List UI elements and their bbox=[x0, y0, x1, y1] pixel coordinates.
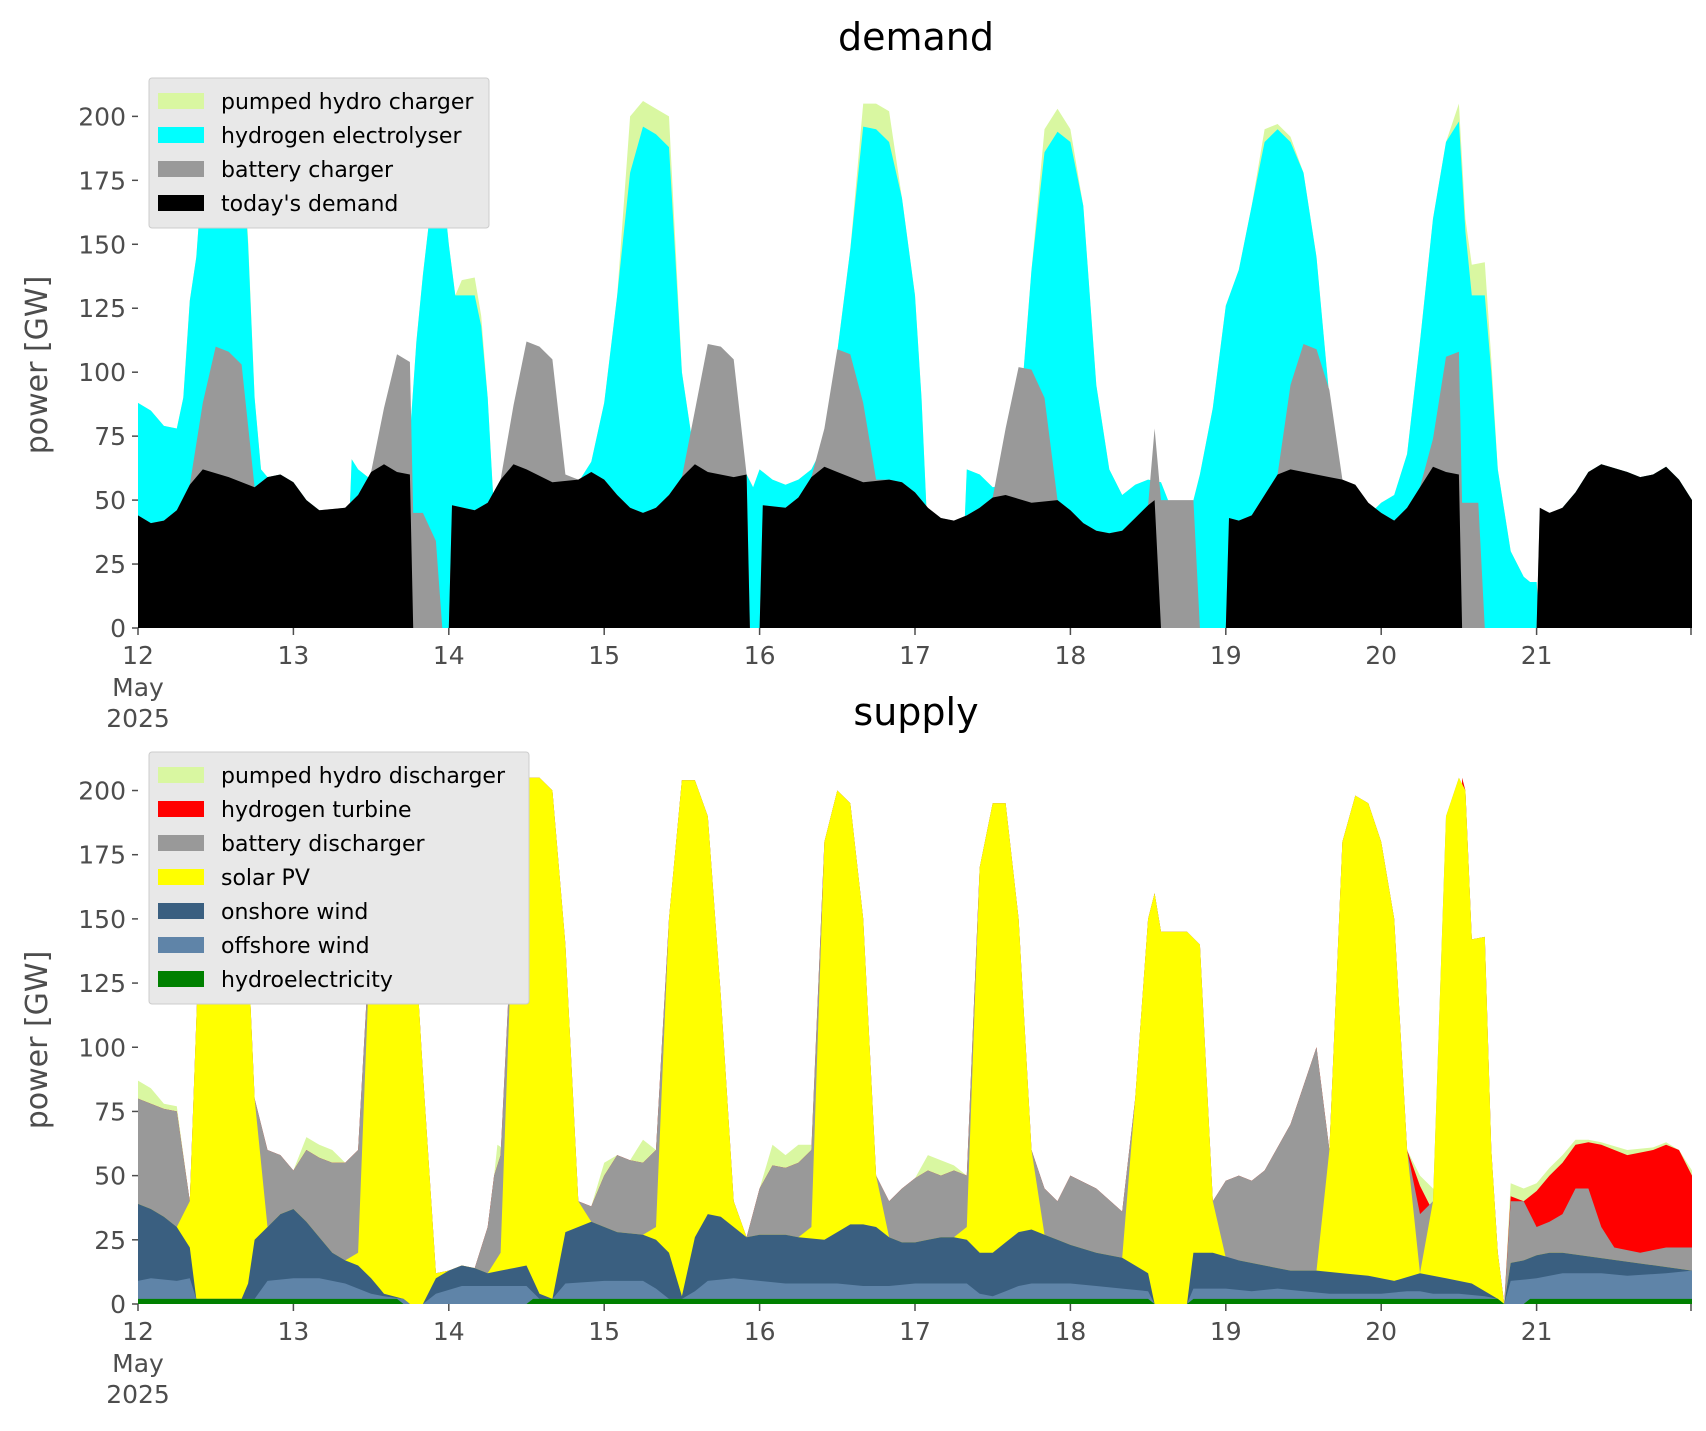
supply-y-tick-label: 50 bbox=[94, 1162, 126, 1191]
supply-y-tick-label: 100 bbox=[78, 1033, 126, 1062]
demand-y-tick-label: 75 bbox=[94, 422, 126, 451]
supply-x-tick-label: 20 bbox=[1365, 1317, 1397, 1346]
supply-y-axis-label: power [GW] bbox=[20, 951, 55, 1130]
demand-x-tick-label: 19 bbox=[1210, 641, 1242, 670]
supply-y-tick-label: 25 bbox=[94, 1226, 126, 1255]
demand-x-tick-label: 20 bbox=[1365, 641, 1397, 670]
demand-y-tick-label: 175 bbox=[78, 166, 126, 195]
supply-legend-swatch-battery-discharger bbox=[158, 835, 204, 851]
demand-legend: pumped hydro charger hydrogen electrolyse… bbox=[148, 77, 490, 229]
demand-x-tick-sublabel: 2025 bbox=[106, 704, 170, 733]
demand-x-tick-label: 16 bbox=[744, 641, 776, 670]
demand-y-tick-label: 150 bbox=[78, 230, 126, 259]
supply-legend-label-offshore-wind: offshore wind bbox=[221, 934, 370, 959]
demand-legend-label-battery-charger: battery charger bbox=[221, 158, 394, 183]
demand-y-tick-label: 0 bbox=[110, 614, 126, 643]
supply-legend-swatch-solar-pv bbox=[158, 869, 204, 885]
supply-legend-label-solar-pv: solar PV bbox=[221, 866, 310, 891]
supply-y-tick-label: 0 bbox=[110, 1290, 126, 1319]
demand-y-axis-label: power [GW] bbox=[20, 276, 55, 455]
supply-area-hydroelectricity bbox=[138, 1298, 1692, 1304]
demand-panel: demand power [GW] 0 25 50 75 100 125 150 175 200… bbox=[20, 15, 1692, 733]
supply-legend-label-hydroelectricity: hydroelectricity bbox=[221, 968, 393, 993]
supply-y-tick-label: 75 bbox=[94, 1097, 126, 1126]
demand-x-tick-label: 15 bbox=[588, 641, 620, 670]
supply-x-tick-label: 21 bbox=[1521, 1317, 1553, 1346]
supply-legend-swatch-hydroelectricity bbox=[158, 971, 204, 987]
demand-legend-swatch-hydrogen-electrolyser bbox=[158, 127, 204, 143]
supply-x-tick-label: 15 bbox=[588, 1317, 620, 1346]
supply-x-tick-label: 19 bbox=[1210, 1317, 1242, 1346]
demand-x-tick-label: 21 bbox=[1521, 641, 1553, 670]
supply-legend-label-hydrogen-turbine: hydrogen turbine bbox=[221, 798, 412, 823]
supply-legend-label-onshore-wind: onshore wind bbox=[221, 900, 368, 925]
demand-legend-label-hydrogen-electrolyser: hydrogen electrolyser bbox=[221, 124, 462, 149]
supply-legend-swatch-offshore-wind bbox=[158, 937, 204, 953]
supply-x-tick-label: 16 bbox=[744, 1317, 776, 1346]
demand-title: demand bbox=[838, 15, 994, 59]
supply-y-tick-label: 125 bbox=[78, 969, 126, 998]
supply-y-tick-label: 175 bbox=[78, 841, 126, 870]
demand-y-tick-label: 50 bbox=[94, 486, 126, 515]
demand-legend-swatch-pumped-hydro-charger bbox=[158, 93, 204, 109]
demand-legend-label-today-s-demand: today's demand bbox=[221, 192, 398, 217]
supply-x-tick-label: 12 bbox=[122, 1317, 154, 1346]
supply-area-offshore-wind bbox=[138, 1270, 1692, 1304]
demand-y-tick-label: 200 bbox=[78, 102, 126, 131]
demand-area-today-s-demand bbox=[138, 464, 1692, 628]
demand-legend-swatch-battery-charger bbox=[158, 161, 204, 177]
demand-x-tick-label: 17 bbox=[899, 641, 931, 670]
demand-x-tick-sublabel: May bbox=[112, 673, 164, 702]
demand-x-tick-label: 13 bbox=[277, 641, 309, 670]
demand-legend-swatch-today-s-demand bbox=[158, 195, 204, 211]
supply-legend: pumped hydro discharger hydrogen turbine b… bbox=[148, 751, 530, 1005]
supply-x-tick-sublabel: May bbox=[112, 1349, 164, 1378]
demand-y-tick-label: 100 bbox=[78, 358, 126, 387]
supply-x-tick-label: 17 bbox=[899, 1317, 931, 1346]
demand-legend-box bbox=[148, 77, 490, 229]
demand-y-tick-label: 25 bbox=[94, 550, 126, 579]
supply-x-tick-label: 13 bbox=[277, 1317, 309, 1346]
supply-legend-swatch-onshore-wind bbox=[158, 903, 204, 919]
supply-legend-label-battery-discharger: battery discharger bbox=[221, 832, 426, 857]
demand-legend-label-pumped-hydro-charger: pumped hydro charger bbox=[221, 90, 474, 115]
supply-area-onshore-wind bbox=[138, 1203, 1692, 1304]
supply-title: supply bbox=[853, 690, 978, 734]
supply-legend-swatch-pumped-hydro-discharger bbox=[158, 767, 204, 783]
demand-x-tick-label: 12 bbox=[122, 641, 154, 670]
demand-x-tick-label: 18 bbox=[1054, 641, 1086, 670]
demand-x-tick-label: 14 bbox=[433, 641, 465, 670]
supply-y-tick-label: 150 bbox=[78, 905, 126, 934]
supply-x-tick-sublabel: 2025 bbox=[106, 1380, 170, 1409]
supply-x-tick-label: 18 bbox=[1054, 1317, 1086, 1346]
supply-panel: supply power [GW] 0 25 50 75 100 125 150 175 200… bbox=[20, 690, 1692, 1409]
supply-y-tick-label: 200 bbox=[78, 777, 126, 806]
supply-legend-box bbox=[148, 751, 530, 1005]
supply-legend-swatch-hydrogen-turbine bbox=[158, 801, 204, 817]
demand-y-tick-label: 125 bbox=[78, 294, 126, 323]
supply-x-tick-label: 14 bbox=[433, 1317, 465, 1346]
demand-areas bbox=[138, 95, 1692, 629]
supply-legend-label-pumped-hydro-discharger: pumped hydro discharger bbox=[221, 764, 506, 789]
